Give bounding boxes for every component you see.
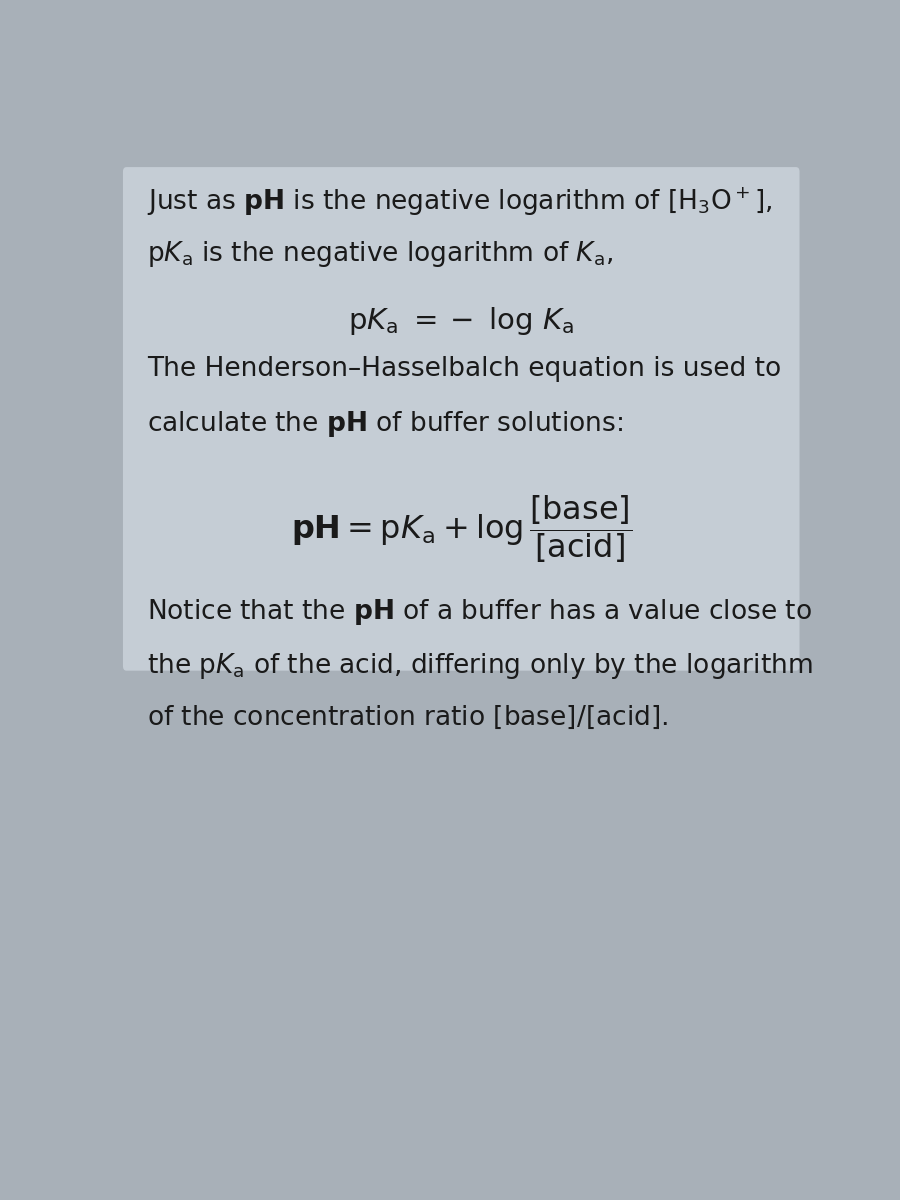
Text: the p$K_\mathrm{a}$ of the acid, differing only by the logarithm: the p$K_\mathrm{a}$ of the acid, differi… [148,650,813,680]
Text: calculate the $\mathbf{pH}$ of buffer solutions:: calculate the $\mathbf{pH}$ of buffer so… [148,409,624,439]
Text: The Henderson–Hasselbalch equation is used to: The Henderson–Hasselbalch equation is us… [148,356,781,382]
FancyBboxPatch shape [123,167,799,671]
Text: $\mathbf{pH} = \mathrm{p}K_\mathrm{a} + \log\dfrac{[\mathrm{base}]}{[\mathrm{aci: $\mathbf{pH} = \mathrm{p}K_\mathrm{a} + … [291,493,632,565]
Text: Just as $\mathbf{pH}$ is the negative logarithm of $[\mathrm{H_3O^+}]$,: Just as $\mathbf{pH}$ is the negative lo… [148,186,773,218]
Text: p$K_\mathrm{a}$ is the negative logarithm of $K_\mathrm{a}$,: p$K_\mathrm{a}$ is the negative logarith… [148,239,614,269]
Text: of the concentration ratio $[\mathrm{base}]/[\mathrm{acid}]$.: of the concentration ratio $[\mathrm{bas… [148,704,669,731]
Text: Notice that the $\mathbf{pH}$ of a buffer has a value close to: Notice that the $\mathbf{pH}$ of a buffe… [148,598,812,628]
Text: p$K_\mathrm{a}$ $= -$ log $K_\mathrm{a}$: p$K_\mathrm{a}$ $= -$ log $K_\mathrm{a}$ [348,305,574,337]
